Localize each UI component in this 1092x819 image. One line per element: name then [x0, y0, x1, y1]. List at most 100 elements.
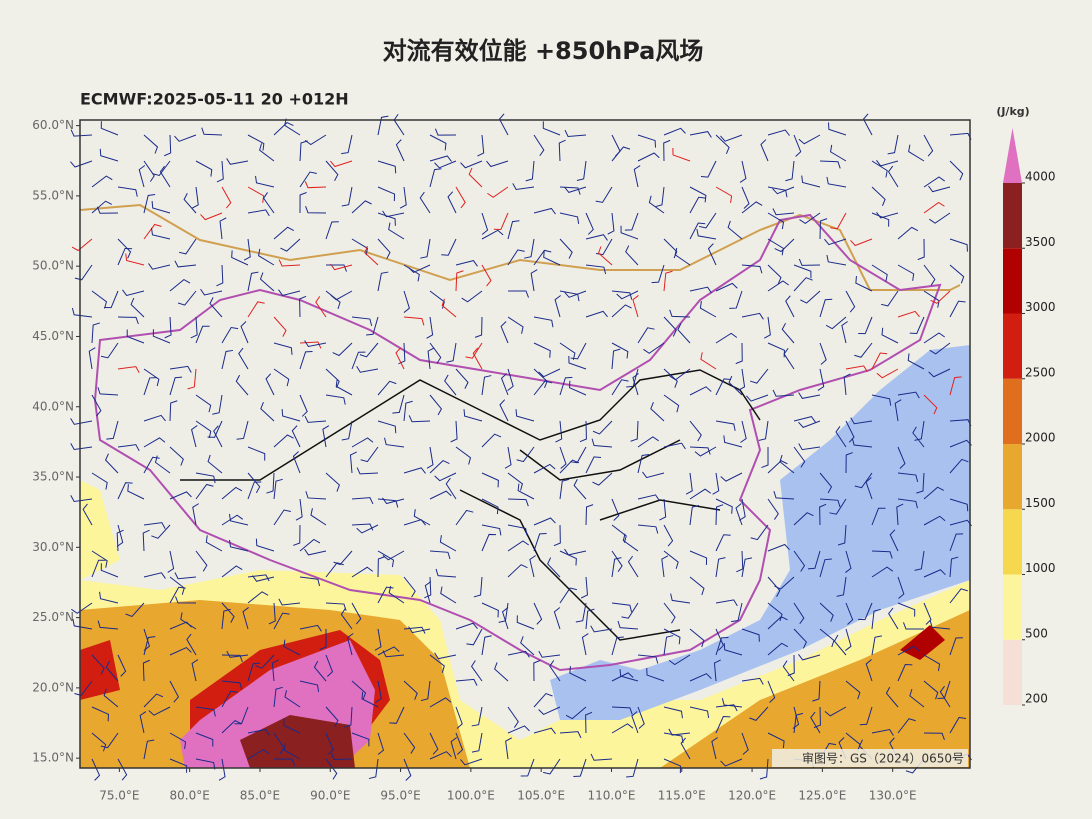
wind-barb: [585, 310, 608, 318]
wind-barb: [434, 160, 457, 169]
wind-barb: [420, 238, 431, 259]
wind-barb: [700, 352, 717, 370]
wind-barb: [923, 654, 941, 672]
wind-barb: [143, 636, 156, 656]
wind-barb: [105, 660, 119, 682]
lon-tick-label: 100.0°E: [447, 789, 495, 803]
colorbar-label: 3500: [1025, 235, 1056, 249]
wind-barb: [247, 662, 261, 682]
wind-barb: [712, 472, 720, 495]
wind-barb: [793, 628, 807, 649]
wind-barb: [429, 134, 447, 151]
wind-barb: [897, 498, 918, 509]
wind-barb: [908, 144, 925, 162]
wind-barb: [663, 550, 679, 569]
wind-barb: [559, 550, 577, 566]
wind-barb: [767, 460, 788, 474]
wind-barb: [174, 134, 197, 142]
wind-barb: [455, 622, 478, 630]
wind-barb: [569, 380, 587, 396]
colorbar-band: [1003, 444, 1022, 510]
wind-barb: [516, 615, 535, 630]
wind-barb: [767, 280, 789, 292]
wind-barb: [351, 200, 372, 214]
wind-barb: [366, 316, 379, 336]
wind-barb: [429, 459, 450, 474]
wind-barb: [100, 342, 119, 359]
wind-barb: [633, 165, 641, 188]
wind-barb: [151, 200, 171, 214]
wind-barb: [100, 732, 119, 749]
wind-barb: [793, 512, 814, 526]
wind-barb: [569, 666, 587, 682]
wind-barb: [516, 446, 535, 463]
wind-barb: [923, 201, 945, 214]
wind-barb: [299, 192, 307, 214]
wind-barb: [543, 250, 561, 266]
wind-barb: [565, 706, 587, 720]
border: [79, 203, 961, 291]
wind-barb: [731, 602, 743, 623]
wind-barb: [729, 290, 743, 309]
wind-barb: [429, 394, 443, 416]
wind-barb: [351, 238, 368, 256]
wind-barb: [637, 524, 659, 534]
wind-barb: [715, 599, 738, 607]
wind-barb: [169, 400, 178, 422]
wind-barb: [195, 706, 216, 717]
wind-barb: [299, 624, 322, 632]
wind-barb: [617, 620, 639, 630]
wind-barb: [835, 426, 847, 448]
wind-barb: [461, 290, 483, 303]
wind-barb: [845, 365, 868, 373]
wind-barb: [143, 160, 155, 182]
wind-barb: [533, 463, 556, 474]
wind-barb: [559, 731, 582, 739]
wind-barb: [533, 380, 553, 396]
lon-tick-label: 125.0°E: [798, 789, 846, 803]
wind-barb: [231, 250, 249, 266]
wind-barb: [585, 212, 594, 235]
wind-barb: [356, 365, 379, 373]
wind-barb: [426, 446, 434, 469]
wind-barb: [91, 322, 100, 344]
wind-barb: [293, 524, 301, 546]
wind-barb: [637, 152, 660, 162]
wind-barb: [642, 471, 665, 479]
wind-barb: [854, 342, 873, 358]
wind-barb: [845, 550, 852, 573]
wind-barb: [689, 386, 712, 396]
wind-barb: [767, 602, 783, 622]
wind-barb: [674, 247, 691, 266]
wind-barb: [226, 650, 249, 658]
wind-barb: [538, 706, 561, 715]
wind-barb: [507, 498, 529, 507]
wind-barb: [793, 264, 812, 279]
wind-barb: [341, 186, 353, 207]
wind-barb: [377, 732, 385, 755]
wind-barb: [632, 373, 639, 396]
wind-barb: [923, 264, 936, 286]
wind-barb: [229, 513, 249, 526]
wind-barb: [470, 660, 483, 682]
wind-barb: [663, 706, 683, 719]
wind-barb: [305, 206, 327, 214]
wind-barb: [871, 186, 886, 207]
wind-barb: [689, 673, 712, 682]
wind-barb: [455, 270, 464, 292]
wind-barb: [862, 113, 873, 136]
wind-barb: [585, 608, 595, 630]
wind-barb: [143, 456, 160, 474]
wind-barb: [229, 539, 249, 552]
wind-barb: [130, 297, 145, 318]
wind-barb: [871, 729, 894, 736]
wind-barb: [871, 608, 881, 630]
wind-barb: [481, 433, 502, 448]
lat-tick-label: 40.0°N: [32, 399, 74, 413]
wind-barb: [585, 456, 602, 474]
wind-barb: [273, 342, 293, 355]
wind-barb: [299, 350, 313, 370]
wind-barb: [243, 238, 251, 261]
wind-barb: [186, 633, 197, 656]
wind-barb: [525, 160, 535, 182]
